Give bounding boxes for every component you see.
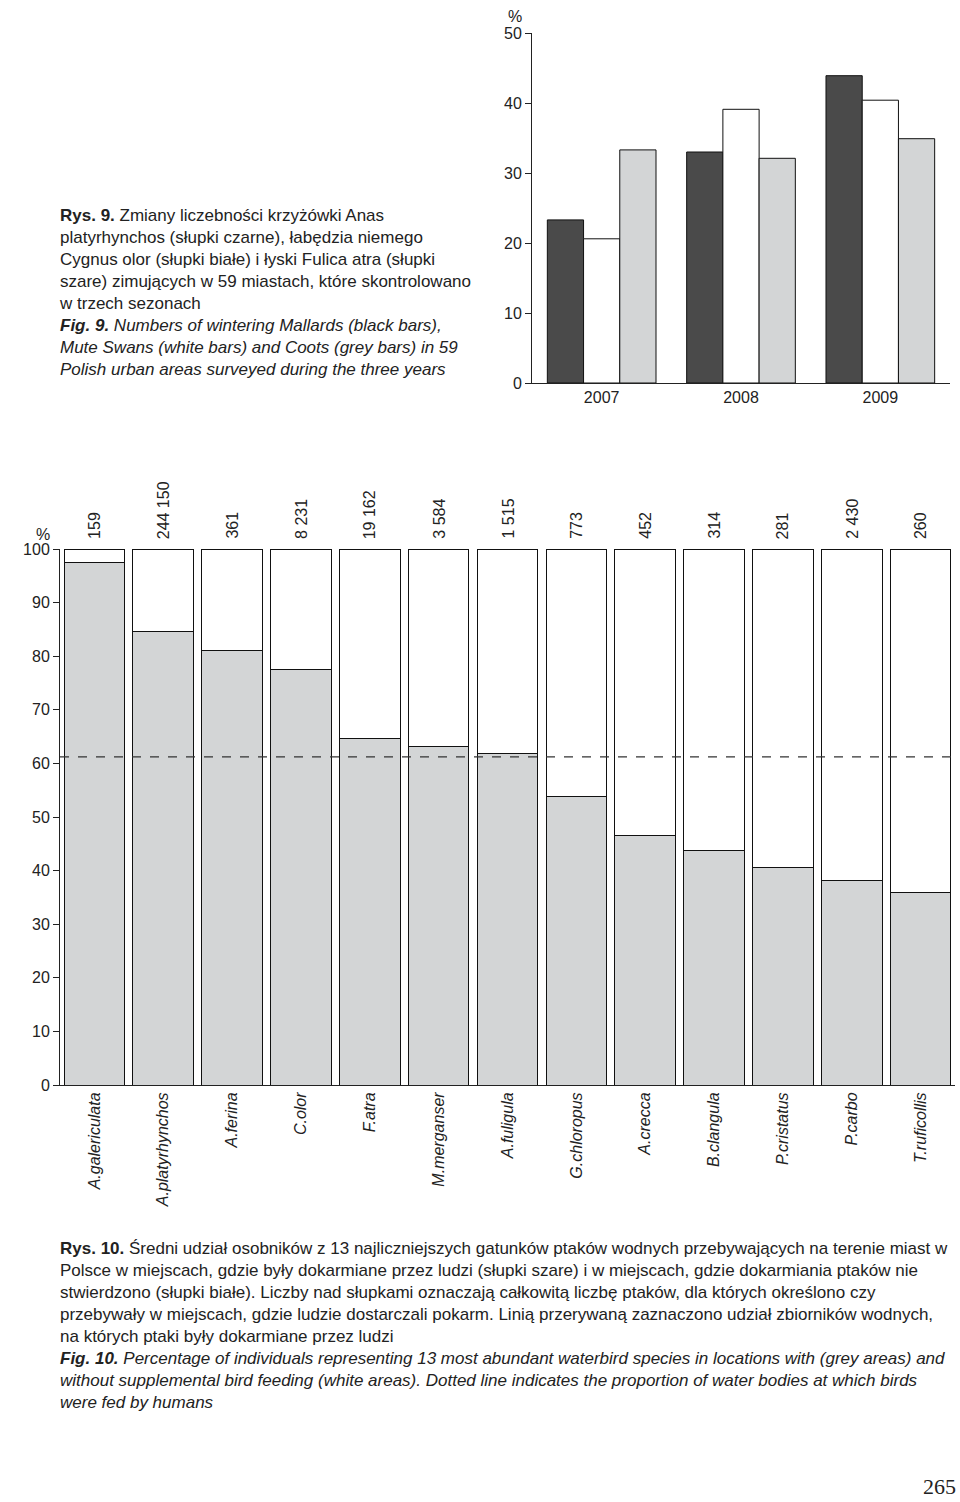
- svg-text:100: 100: [23, 541, 50, 558]
- svg-text:260: 260: [912, 512, 929, 539]
- svg-text:F.atra: F.atra: [361, 1092, 378, 1132]
- svg-text:159: 159: [86, 512, 103, 539]
- svg-text:0: 0: [41, 1077, 50, 1094]
- svg-text:0: 0: [513, 375, 522, 392]
- svg-text:244 150: 244 150: [155, 481, 172, 539]
- svg-text:314: 314: [706, 512, 723, 539]
- svg-text:281: 281: [774, 513, 791, 540]
- svg-text:A.crecca: A.crecca: [636, 1092, 653, 1155]
- svg-text:50: 50: [32, 809, 50, 826]
- svg-text:A.platyrhynchos: A.platyrhynchos: [154, 1092, 171, 1207]
- svg-text:G.chloropus: G.chloropus: [568, 1092, 585, 1178]
- svg-text:2009: 2009: [863, 389, 899, 406]
- svg-text:20: 20: [32, 969, 50, 986]
- svg-text:30: 30: [32, 916, 50, 933]
- svg-text:70: 70: [32, 701, 50, 718]
- svg-text:10: 10: [504, 305, 522, 322]
- svg-text:40: 40: [504, 95, 522, 112]
- svg-text:2008: 2008: [723, 389, 759, 406]
- svg-text:50: 50: [504, 25, 522, 42]
- svg-text:80: 80: [32, 648, 50, 665]
- svg-text:T.ruficollis: T.ruficollis: [912, 1092, 929, 1163]
- svg-text:A.galericulata: A.galericulata: [86, 1092, 103, 1190]
- svg-text:40: 40: [32, 862, 50, 879]
- svg-text:%: %: [36, 526, 50, 543]
- svg-text:A.fuligula: A.fuligula: [499, 1092, 516, 1159]
- svg-text:30: 30: [504, 165, 522, 182]
- svg-text:60: 60: [32, 755, 50, 772]
- svg-text:20: 20: [504, 235, 522, 252]
- svg-text:8 231: 8 231: [293, 499, 310, 539]
- html-text:Fig. 9. Numbers of wintering M: Fig. 9. Numbers of wintering Mallards (b…: [60, 316, 458, 379]
- svg-text:773: 773: [568, 512, 585, 539]
- svg-text:P.cristatus: P.cristatus: [774, 1092, 791, 1165]
- svg-text:19 162: 19 162: [361, 490, 378, 539]
- html-text:265: 265: [923, 1474, 956, 1499]
- svg-text:2007: 2007: [584, 389, 620, 406]
- svg-text:10: 10: [32, 1023, 50, 1040]
- svg-text:A.ferina: A.ferina: [223, 1092, 240, 1148]
- svg-text:M.merganser: M.merganser: [430, 1092, 447, 1187]
- svg-text:B.clangula: B.clangula: [705, 1092, 722, 1167]
- html-text:Rys. 10. Średni udział osobnik: Rys. 10. Średni udział osobników z 13 na…: [60, 1239, 948, 1346]
- svg-text:1 515: 1 515: [500, 498, 517, 538]
- svg-text:90: 90: [32, 594, 50, 611]
- svg-text:C.olor: C.olor: [292, 1092, 309, 1135]
- svg-text:2 430: 2 430: [844, 499, 861, 539]
- svg-text:3 584: 3 584: [431, 499, 448, 539]
- svg-text:361: 361: [224, 512, 241, 539]
- svg-text:%: %: [508, 8, 522, 25]
- svg-text:P.carbo: P.carbo: [843, 1092, 860, 1145]
- html-text:Rys. 9. Zmiany liczebności krz: Rys. 9. Zmiany liczebności krzyżówki Ana…: [60, 206, 471, 313]
- svg-text:452: 452: [637, 512, 654, 539]
- html-text:Fig. 10. Percentage of individ: Fig. 10. Percentage of individuals repre…: [60, 1349, 945, 1412]
